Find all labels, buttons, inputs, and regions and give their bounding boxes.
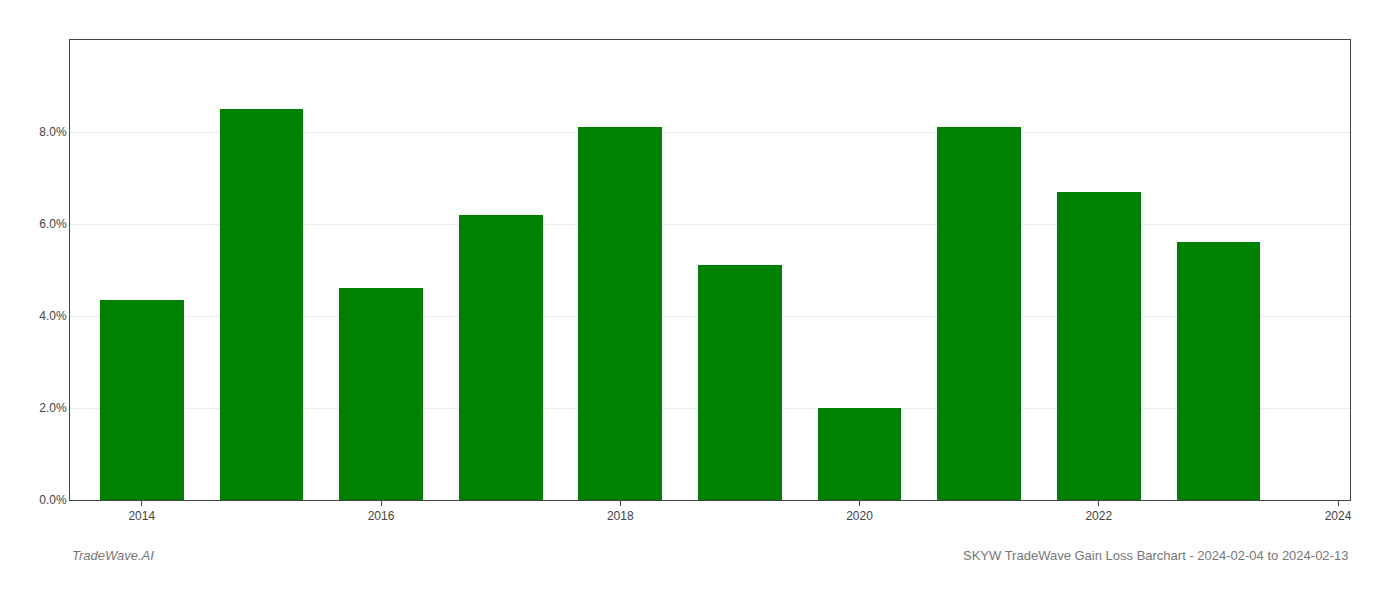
svg-text:4.0%: 4.0%	[39, 309, 67, 323]
svg-text:8.0%: 8.0%	[39, 125, 67, 139]
svg-text:2022: 2022	[1085, 509, 1112, 523]
svg-text:2018: 2018	[607, 509, 634, 523]
svg-text:2016: 2016	[368, 509, 395, 523]
svg-text:2.0%: 2.0%	[39, 401, 67, 415]
svg-text:SKYW TradeWave Gain Loss Barch: SKYW TradeWave Gain Loss Barchart - 2024…	[963, 548, 1348, 563]
svg-text:2020: 2020	[846, 509, 873, 523]
svg-text:0.0%: 0.0%	[39, 493, 67, 507]
svg-text:2024: 2024	[1325, 509, 1352, 523]
svg-text:6.0%: 6.0%	[39, 217, 67, 231]
svg-text:TradeWave.AI: TradeWave.AI	[72, 548, 154, 563]
svg-text:2014: 2014	[128, 509, 155, 523]
